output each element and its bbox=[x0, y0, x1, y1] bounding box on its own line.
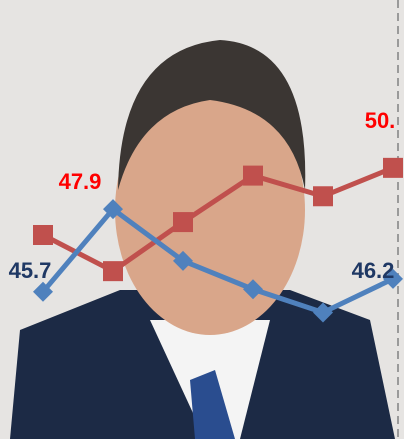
marker bbox=[243, 166, 263, 186]
value-label: 45.7 bbox=[9, 258, 52, 283]
marker bbox=[103, 261, 123, 281]
value-label: 47.9 bbox=[59, 169, 102, 194]
marker bbox=[173, 212, 193, 232]
marker bbox=[313, 186, 333, 206]
marker bbox=[33, 225, 53, 245]
chart: 47.9 50. 45.7 46.2 bbox=[0, 0, 404, 439]
marker bbox=[383, 158, 403, 178]
value-label: 50. bbox=[365, 108, 396, 133]
value-label: 46.2 bbox=[352, 258, 395, 283]
